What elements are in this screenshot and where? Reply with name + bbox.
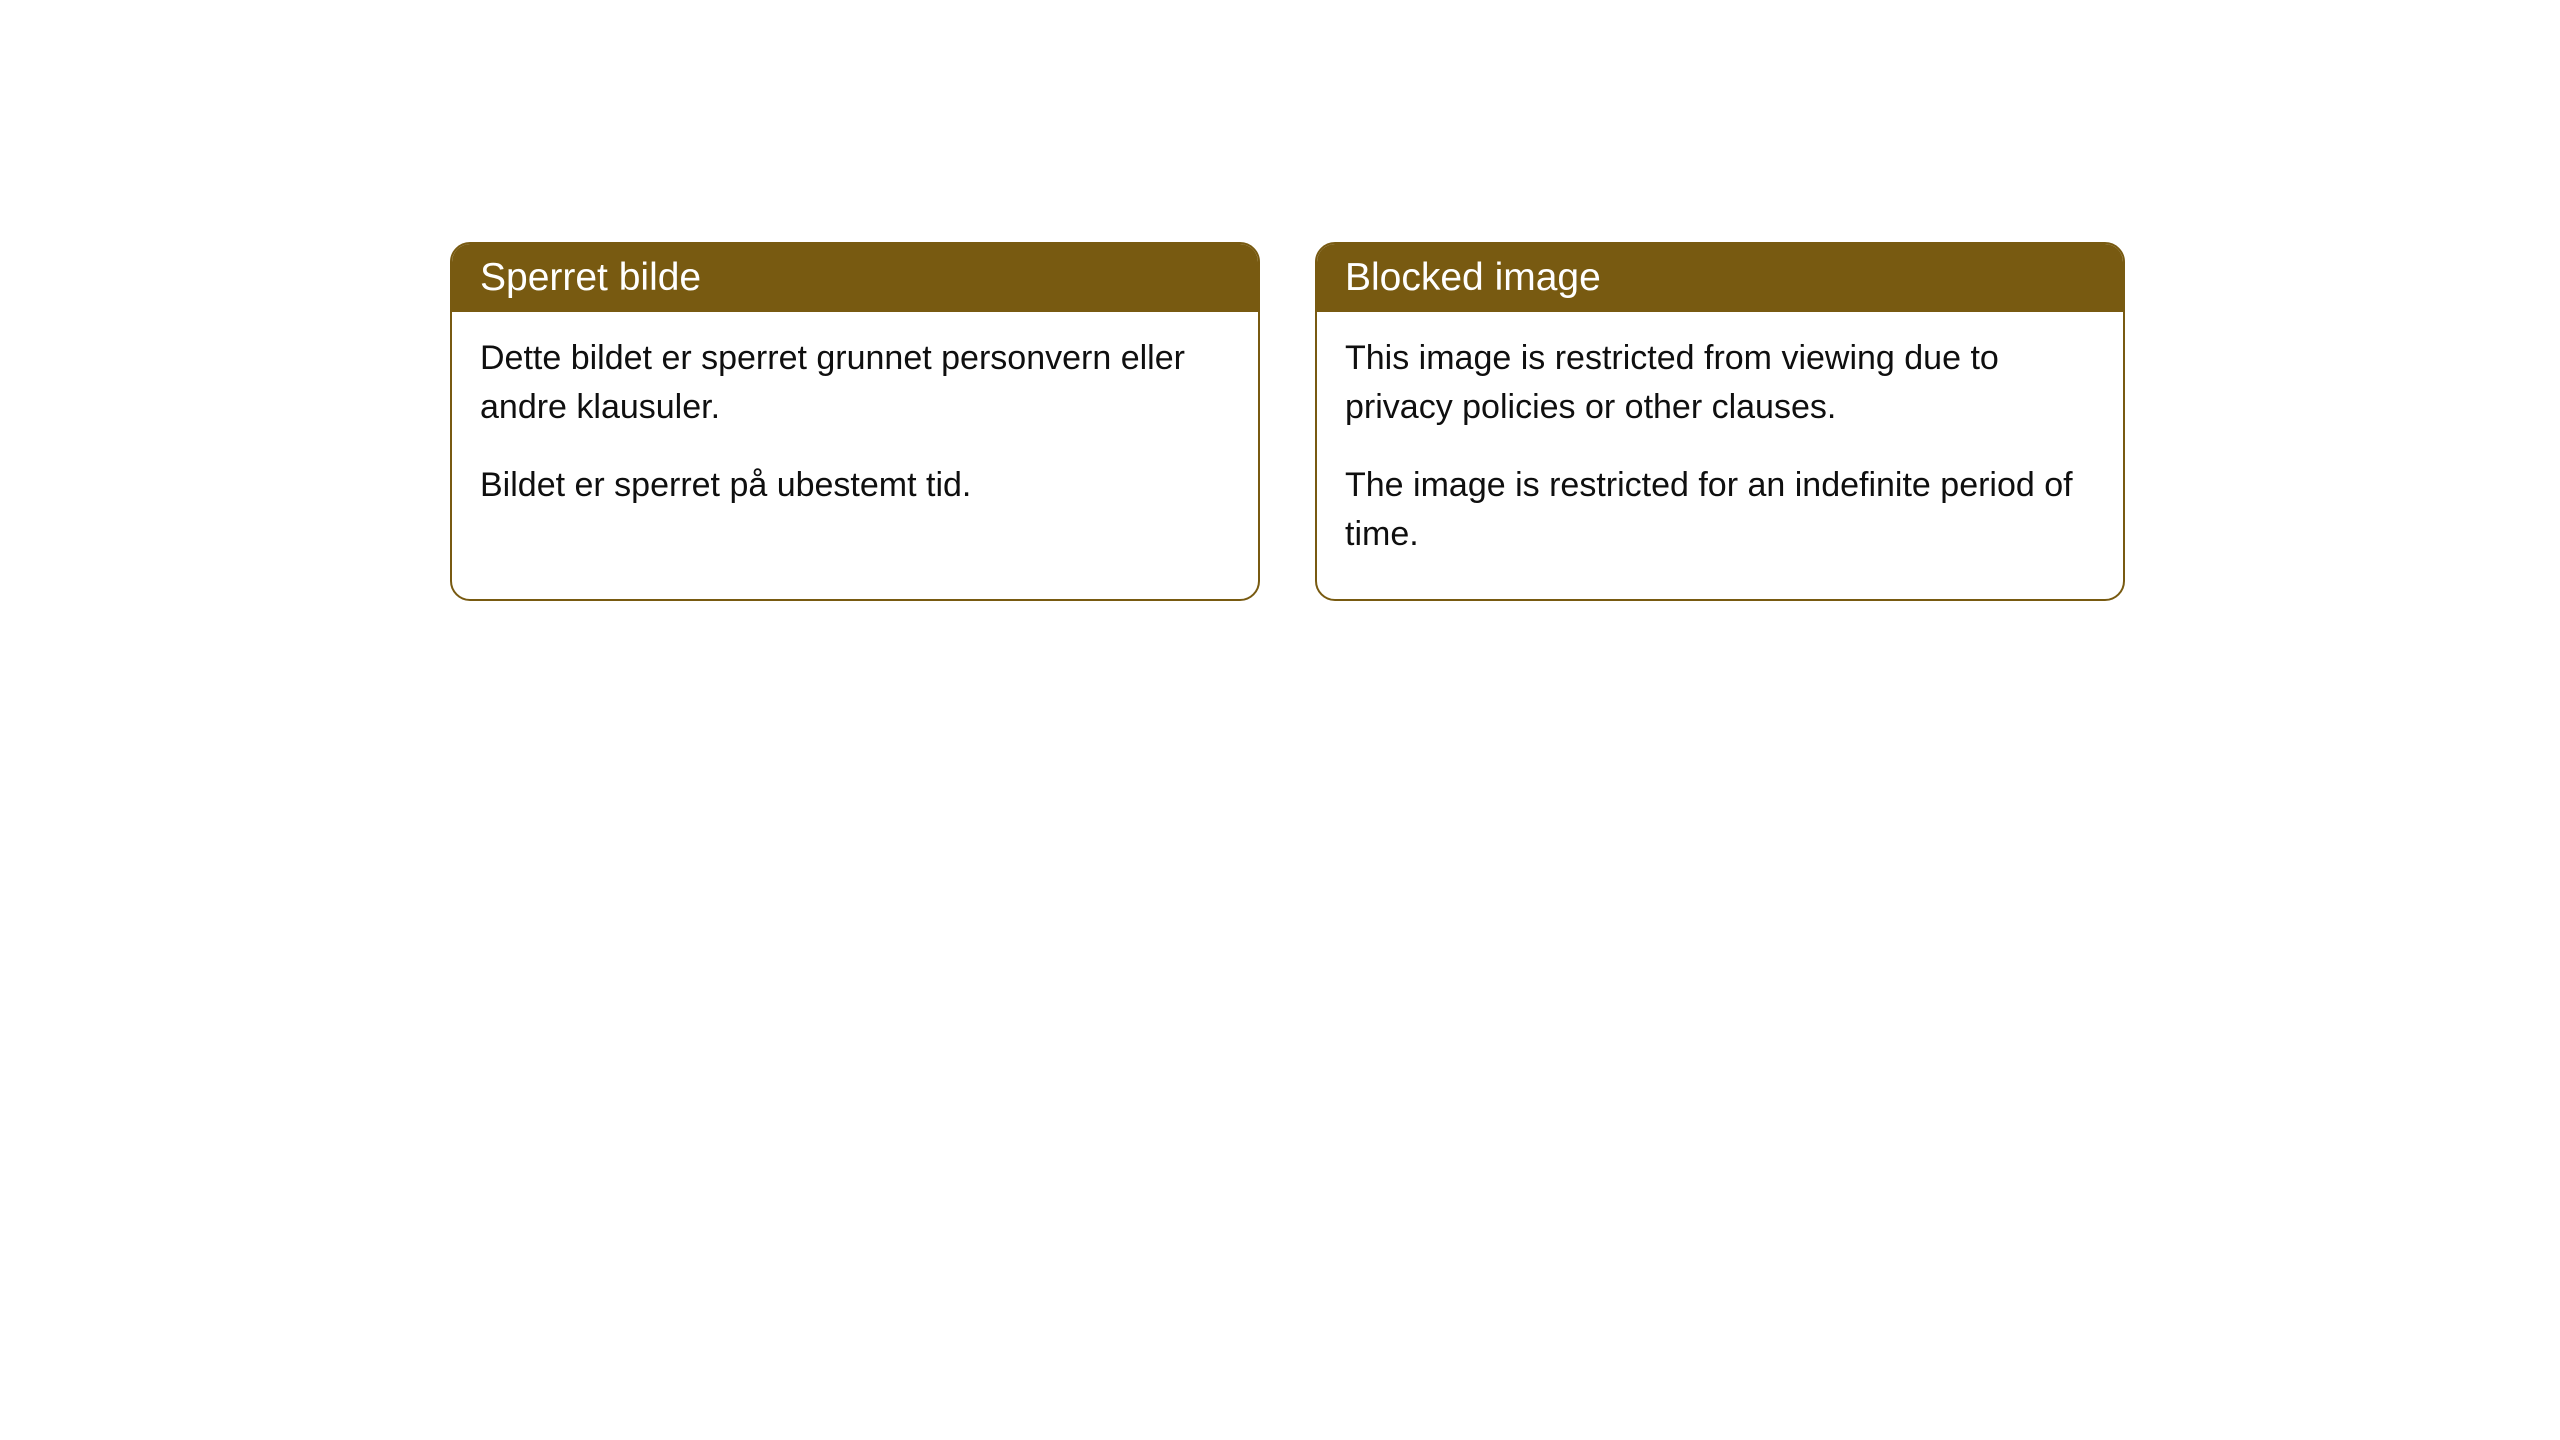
card-body: Dette bildet er sperret grunnet personve… (452, 312, 1258, 550)
blocked-image-card-english: Blocked image This image is restricted f… (1315, 242, 2125, 601)
card-paragraph-2: Bildet er sperret på ubestemt tid. (480, 461, 1230, 510)
blocked-image-card-norwegian: Sperret bilde Dette bildet er sperret gr… (450, 242, 1260, 601)
notice-cards-container: Sperret bilde Dette bildet er sperret gr… (0, 0, 2560, 601)
card-paragraph-1: This image is restricted from viewing du… (1345, 334, 2095, 433)
card-body: This image is restricted from viewing du… (1317, 312, 2123, 599)
card-title: Blocked image (1345, 256, 1601, 299)
card-header: Blocked image (1317, 244, 2123, 312)
card-header: Sperret bilde (452, 244, 1258, 312)
card-paragraph-2: The image is restricted for an indefinit… (1345, 461, 2095, 560)
card-paragraph-1: Dette bildet er sperret grunnet personve… (480, 334, 1230, 433)
card-title: Sperret bilde (480, 256, 701, 299)
